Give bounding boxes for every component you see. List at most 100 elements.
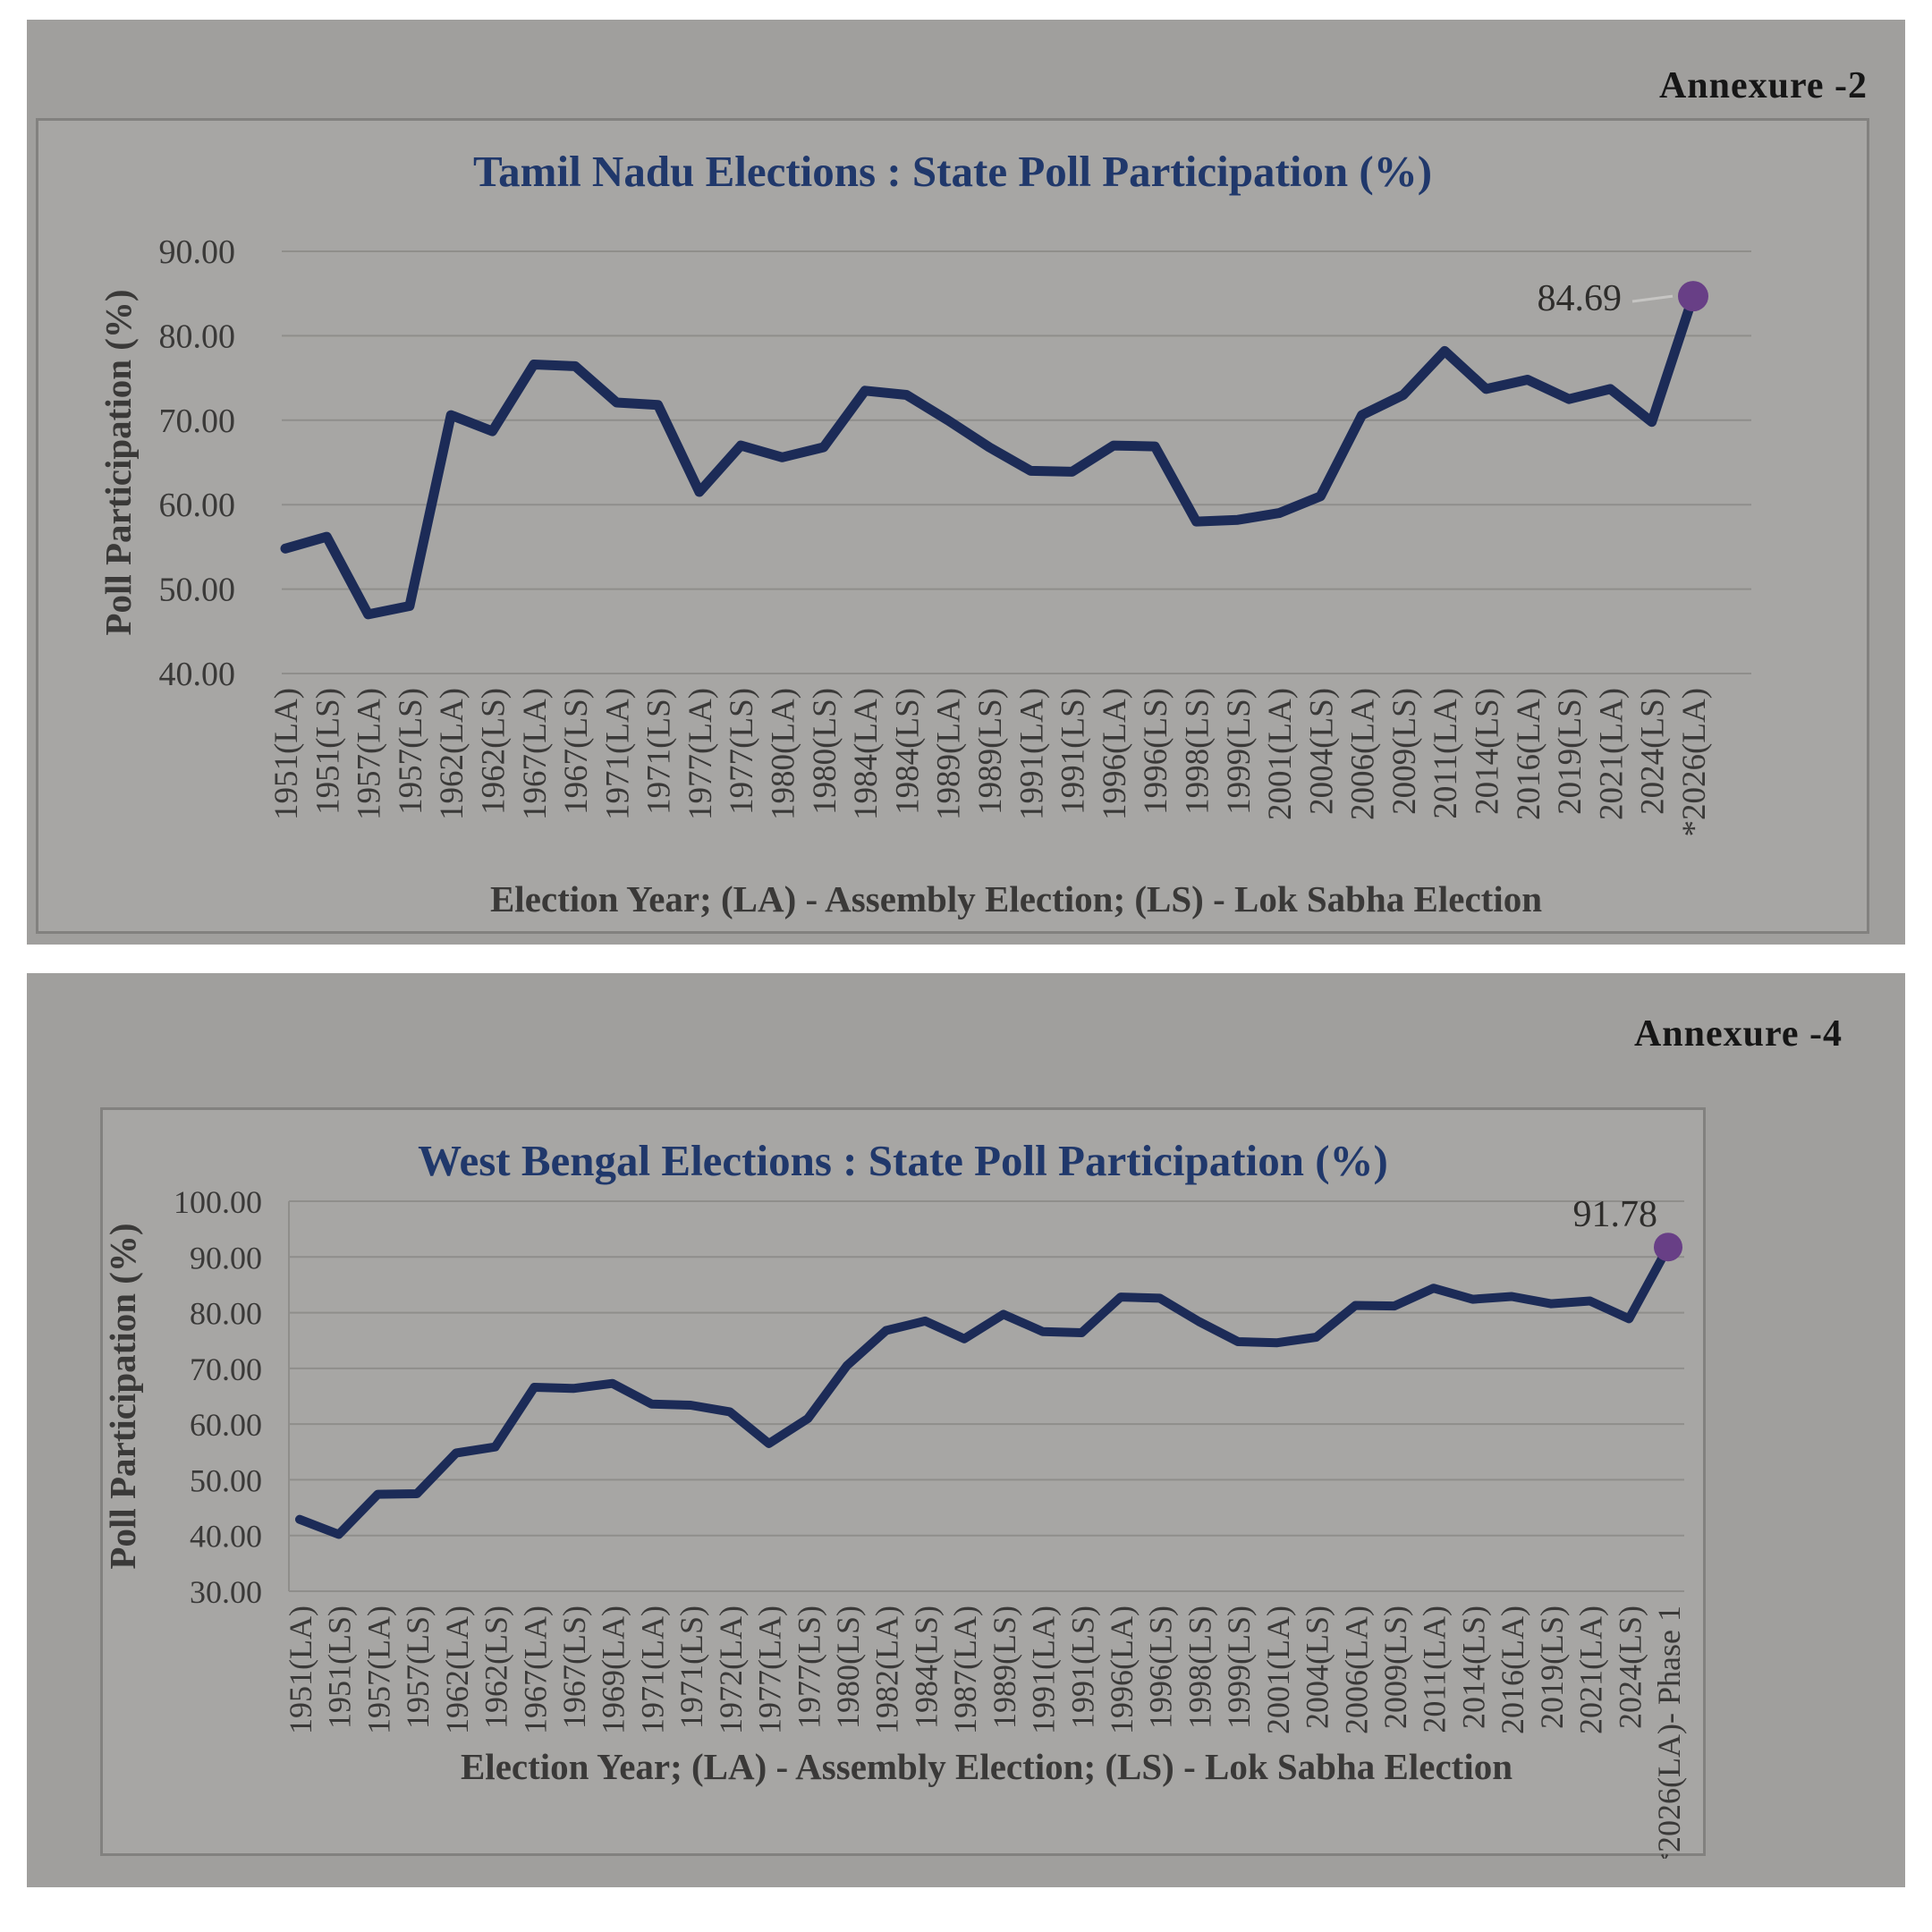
x-tick-label: 1957(LS) xyxy=(400,1606,436,1729)
y-tick-label: 90.00 xyxy=(159,233,236,271)
x-tick-label: 1967(LS) xyxy=(556,1606,592,1729)
x-tick-label: 1996(LS) xyxy=(1138,688,1174,815)
x-tick-label: 1999(LS) xyxy=(1221,688,1258,815)
x-tick-label: 1991(LS) xyxy=(1055,688,1092,815)
y-tick-label: 60.00 xyxy=(190,1407,262,1443)
x-tick-label: 1996(LA) xyxy=(1097,688,1133,820)
x-tick-label: 2016(LA) xyxy=(1511,688,1547,820)
x-tick-label: 1971(LS) xyxy=(674,1606,709,1729)
poll-participation-line xyxy=(280,291,1699,620)
final-value-label: 91.78 xyxy=(1573,1194,1658,1235)
data-label-leader-line xyxy=(1631,294,1674,303)
y-tick-label: 60.00 xyxy=(159,487,236,524)
x-tick-label: 1971(LA) xyxy=(599,688,636,820)
y-tick-label: 80.00 xyxy=(159,318,236,355)
y-tick-label: 100.00 xyxy=(174,1184,262,1220)
annexure-4-label: Annexure -4 xyxy=(1633,1013,1843,1055)
x-tick-label: 1977(LS) xyxy=(724,688,760,815)
y-axis-tick-labels: 90.00 80.00 70.00 60.00 50.00 40.00 xyxy=(159,233,236,693)
annexure-2-label: Annexure -2 xyxy=(1658,65,1868,106)
gridlines xyxy=(289,1200,1684,1592)
x-tick-label: 1962(LS) xyxy=(479,1606,514,1729)
x-axis-title: Election Year; (LA) - Assembly Election;… xyxy=(461,1746,1513,1787)
west-bengal-chart-card: 100.00 90.00 80.00 70.00 60.00 50.00 40.00 30.0… xyxy=(100,1107,1706,1859)
y-axis-tick-labels: 100.00 90.00 80.00 70.00 60.00 50.00 40.00 30.0… xyxy=(174,1184,262,1610)
x-tick-label: 2016(LA) xyxy=(1495,1606,1530,1734)
tamil-nadu-chart-card: 90.00 80.00 70.00 60.00 50.00 40.00 1951(LA) 19… xyxy=(36,118,1869,934)
x-tick-label: 1951(LA) xyxy=(283,1606,318,1734)
final-value-label: 84.69 xyxy=(1538,278,1623,319)
x-tick-label: 1969(LA) xyxy=(596,1606,631,1734)
x-tick-label: 1998(LS) xyxy=(1182,1606,1217,1729)
x-tick-label: 1962(LA) xyxy=(439,1606,475,1734)
tamil-nadu-chart-title: Tamil Nadu Elections : State Poll Partic… xyxy=(472,147,1433,196)
west-bengal-line-chart: 100.00 90.00 80.00 70.00 60.00 50.00 40.00 30.0… xyxy=(103,1184,1687,1859)
y-tick-label: 80.00 xyxy=(190,1296,262,1332)
y-tick-label: 50.00 xyxy=(159,572,236,609)
x-tick-label: 1967(LA) xyxy=(517,688,554,820)
final-point-marker xyxy=(1654,1233,1682,1262)
x-tick-label: 2006(LA) xyxy=(1338,1606,1374,1734)
x-tick-label: 1984(LS) xyxy=(908,1606,944,1729)
x-tick-label: 1989(LA) xyxy=(931,688,968,820)
x-tick-label: 2004(LS) xyxy=(1303,688,1340,815)
x-tick-label: 2001(LA) xyxy=(1260,1606,1296,1734)
x-tick-label: 1971(LA) xyxy=(634,1606,670,1734)
x-tick-label: 2021(LA) xyxy=(1573,1606,1609,1734)
x-tick-label: 2006(LA) xyxy=(1345,688,1382,820)
x-tick-label: 1998(LS) xyxy=(1179,688,1216,815)
poll-participation-line xyxy=(295,1242,1673,1539)
gridlines xyxy=(282,250,1751,674)
x-tick-label: 2014(LS) xyxy=(1470,688,1506,815)
x-tick-label: 1996(LS) xyxy=(1143,1606,1179,1729)
x-tick-label: 1957(LS) xyxy=(393,688,429,815)
y-axis-title: Poll Participation (%) xyxy=(103,1223,143,1569)
y-tick-label: 90.00 xyxy=(190,1240,262,1275)
x-tick-label: 1991(LA) xyxy=(1013,688,1050,820)
x-tick-label: 2009(LS) xyxy=(1386,688,1423,815)
x-tick-label: 1977(LA) xyxy=(682,688,719,820)
y-tick-label: 70.00 xyxy=(190,1352,262,1387)
x-tick-label: 1957(LA) xyxy=(360,1606,396,1734)
x-tick-label: 1951(LS) xyxy=(322,1606,358,1729)
x-tick-label: 1996(LA) xyxy=(1104,1606,1140,1734)
x-tick-label: 1967(LA) xyxy=(517,1606,553,1734)
annexure-4-section: Annexure -4 100.00 90.00 80.00 70.00 60.00 50… xyxy=(27,973,1905,1887)
annexure-2-section: Annexure -2 90.00 80.00 70.00 60.00 50.00 40.… xyxy=(27,20,1905,945)
x-tick-label: 1999(LS) xyxy=(1221,1606,1257,1729)
x-tick-label: 1962(LA) xyxy=(434,688,470,820)
y-axis-title: Poll Participation (%) xyxy=(97,289,139,635)
y-tick-label: 30.00 xyxy=(190,1574,262,1610)
x-tick-label: 1982(LA) xyxy=(869,1606,905,1734)
x-tick-label: 2019(LS) xyxy=(1552,688,1589,815)
x-tick-label: 1980(LS) xyxy=(807,688,843,815)
x-tick-label: 1972(LA) xyxy=(713,1606,749,1734)
x-tick-label: 2014(LS) xyxy=(1455,1606,1491,1729)
x-tick-label: 1951(LS) xyxy=(309,688,346,815)
x-tick-label: 1989(LS) xyxy=(972,688,1009,815)
y-tick-label: 70.00 xyxy=(159,402,236,440)
final-point-marker xyxy=(1678,281,1708,312)
x-tick-label: 2011(LA) xyxy=(1428,688,1464,819)
x-tick-label: 1991(LA) xyxy=(1026,1606,1062,1734)
y-tick-label: 40.00 xyxy=(190,1519,262,1555)
x-tick-label: *2026(LA) xyxy=(1676,688,1713,836)
x-axis-tick-labels: 1951(LA) 1951(LS) 1957(LA) 1957(LS) 1962(LA)… xyxy=(283,1606,1687,1859)
x-tick-label: 1957(LA) xyxy=(352,688,388,820)
x-tick-label: 1980(LA) xyxy=(766,688,802,820)
x-tick-label: 2011(LA) xyxy=(1417,1606,1453,1733)
x-tick-label: 2021(LA) xyxy=(1593,688,1630,820)
x-tick-label: 1987(LA) xyxy=(947,1606,983,1734)
x-tick-label: 1984(LA) xyxy=(848,688,885,820)
y-tick-label: 40.00 xyxy=(159,656,236,693)
x-tick-label: 1977(LS) xyxy=(791,1606,826,1729)
x-tick-label: 1971(LS) xyxy=(641,688,678,815)
x-tick-label: 2024(LS) xyxy=(1635,688,1672,815)
x-tick-label: *2026(LA)- Phase 1 xyxy=(1651,1606,1687,1859)
x-tick-label: 1962(LS) xyxy=(475,688,512,815)
x-tick-label: 1977(LA) xyxy=(752,1606,788,1734)
x-tick-label: 1991(LS) xyxy=(1064,1606,1100,1729)
x-tick-label: 2004(LS) xyxy=(1300,1606,1335,1729)
x-tick-label: 1980(LS) xyxy=(830,1606,866,1729)
